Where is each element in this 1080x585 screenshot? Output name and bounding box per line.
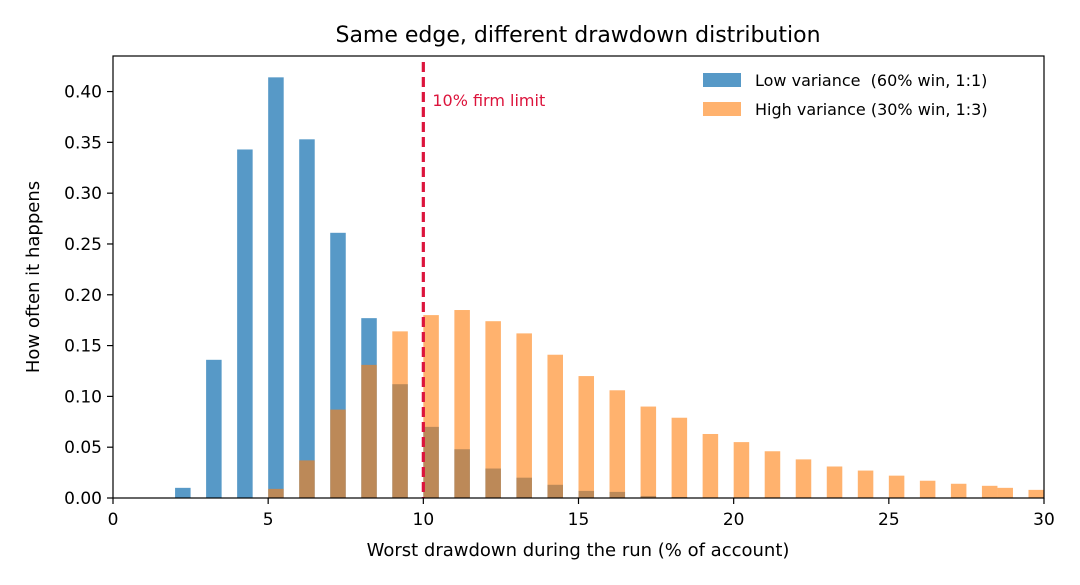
y-tick-label-1: 0.05 xyxy=(64,438,102,458)
bar-high-variance-11 xyxy=(609,390,626,498)
bar-high-variance-13 xyxy=(671,417,688,498)
x-tick-label-1: 5 xyxy=(263,510,274,530)
y-tick-label-5: 0.25 xyxy=(64,235,102,255)
bar-low-variance-3 xyxy=(268,77,284,498)
bar-high-variance-7 xyxy=(485,321,501,498)
y-tick-label-2: 0.10 xyxy=(64,387,102,407)
bar-high-variance-23 xyxy=(981,485,998,498)
bar-high-variance-18 xyxy=(826,466,843,498)
x-tick-label-0: 0 xyxy=(108,510,119,530)
legend: Low variance (60% win, 1:1) High varianc… xyxy=(703,71,988,119)
bar-low-variance-1 xyxy=(206,359,222,498)
chart-title: Same edge, different drawdown distributi… xyxy=(335,23,820,48)
bar-high-variance-3 xyxy=(361,364,377,498)
bar-high-variance-10 xyxy=(578,376,595,498)
bar-high-variance-1 xyxy=(299,460,315,498)
y-tick-label-8: 0.40 xyxy=(64,83,102,103)
x-axis: 0 5 10 15 20 25 30 xyxy=(108,498,1055,530)
x-tick-label-5: 25 xyxy=(878,510,900,530)
x-tick-label-3: 15 xyxy=(568,510,590,530)
bar-low-variance-0 xyxy=(175,487,191,498)
bar-low-variance-4 xyxy=(299,139,315,498)
bar-high-variance-8 xyxy=(516,333,532,498)
legend-swatch-high-variance xyxy=(703,102,741,116)
bar-high-variance-15 xyxy=(733,442,750,498)
bar-high-variance-25 xyxy=(1028,489,1044,498)
y-axis: 0.00 0.05 0.10 0.15 0.20 0.25 0.30 0.35 0.40 xyxy=(64,83,113,509)
bar-high-variance-17 xyxy=(795,459,812,498)
x-tick-label-2: 10 xyxy=(413,510,435,530)
y-tick-label-4: 0.20 xyxy=(64,286,102,306)
bar-high-variance-12 xyxy=(640,406,657,498)
bar-high-variance-0 xyxy=(268,488,284,498)
bar-high-variance-9 xyxy=(547,354,563,498)
bar-high-variance-22 xyxy=(950,483,967,498)
bars-layer xyxy=(175,77,1044,499)
legend-label-low-variance: Low variance (60% win, 1:1) xyxy=(755,71,987,90)
bar-high-variance-20 xyxy=(888,475,905,498)
x-tick-label-6: 30 xyxy=(1033,510,1055,530)
bar-high-variance-2 xyxy=(330,409,346,498)
reference-line-layer: 10% firm limit xyxy=(421,62,545,498)
legend-label-high-variance: High variance (30% win, 1:3) xyxy=(755,100,988,119)
bar-high-variance-5 xyxy=(423,315,439,498)
bar-high-variance-21 xyxy=(919,480,936,498)
bar-high-variance-14 xyxy=(702,433,719,498)
bar-high-variance-16 xyxy=(764,451,781,498)
bar-high-variance-6 xyxy=(454,310,470,498)
y-axis-label: How often it happens xyxy=(23,181,44,373)
y-tick-label-7: 0.35 xyxy=(64,133,102,153)
x-axis-label: Worst drawdown during the run (% of acco… xyxy=(367,540,790,561)
x-tick-label-4: 20 xyxy=(723,510,745,530)
y-tick-label-3: 0.15 xyxy=(64,337,102,357)
y-tick-label-0: 0.00 xyxy=(64,489,102,509)
bar-high-variance-19 xyxy=(857,470,874,498)
y-tick-label-6: 0.30 xyxy=(64,184,102,204)
legend-swatch-low-variance xyxy=(703,73,741,87)
reference-line-label: 10% firm limit xyxy=(432,91,545,110)
bar-high-variance-4 xyxy=(392,331,408,498)
bar-high-variance-24 xyxy=(997,487,1013,498)
bar-low-variance-2 xyxy=(237,149,253,499)
